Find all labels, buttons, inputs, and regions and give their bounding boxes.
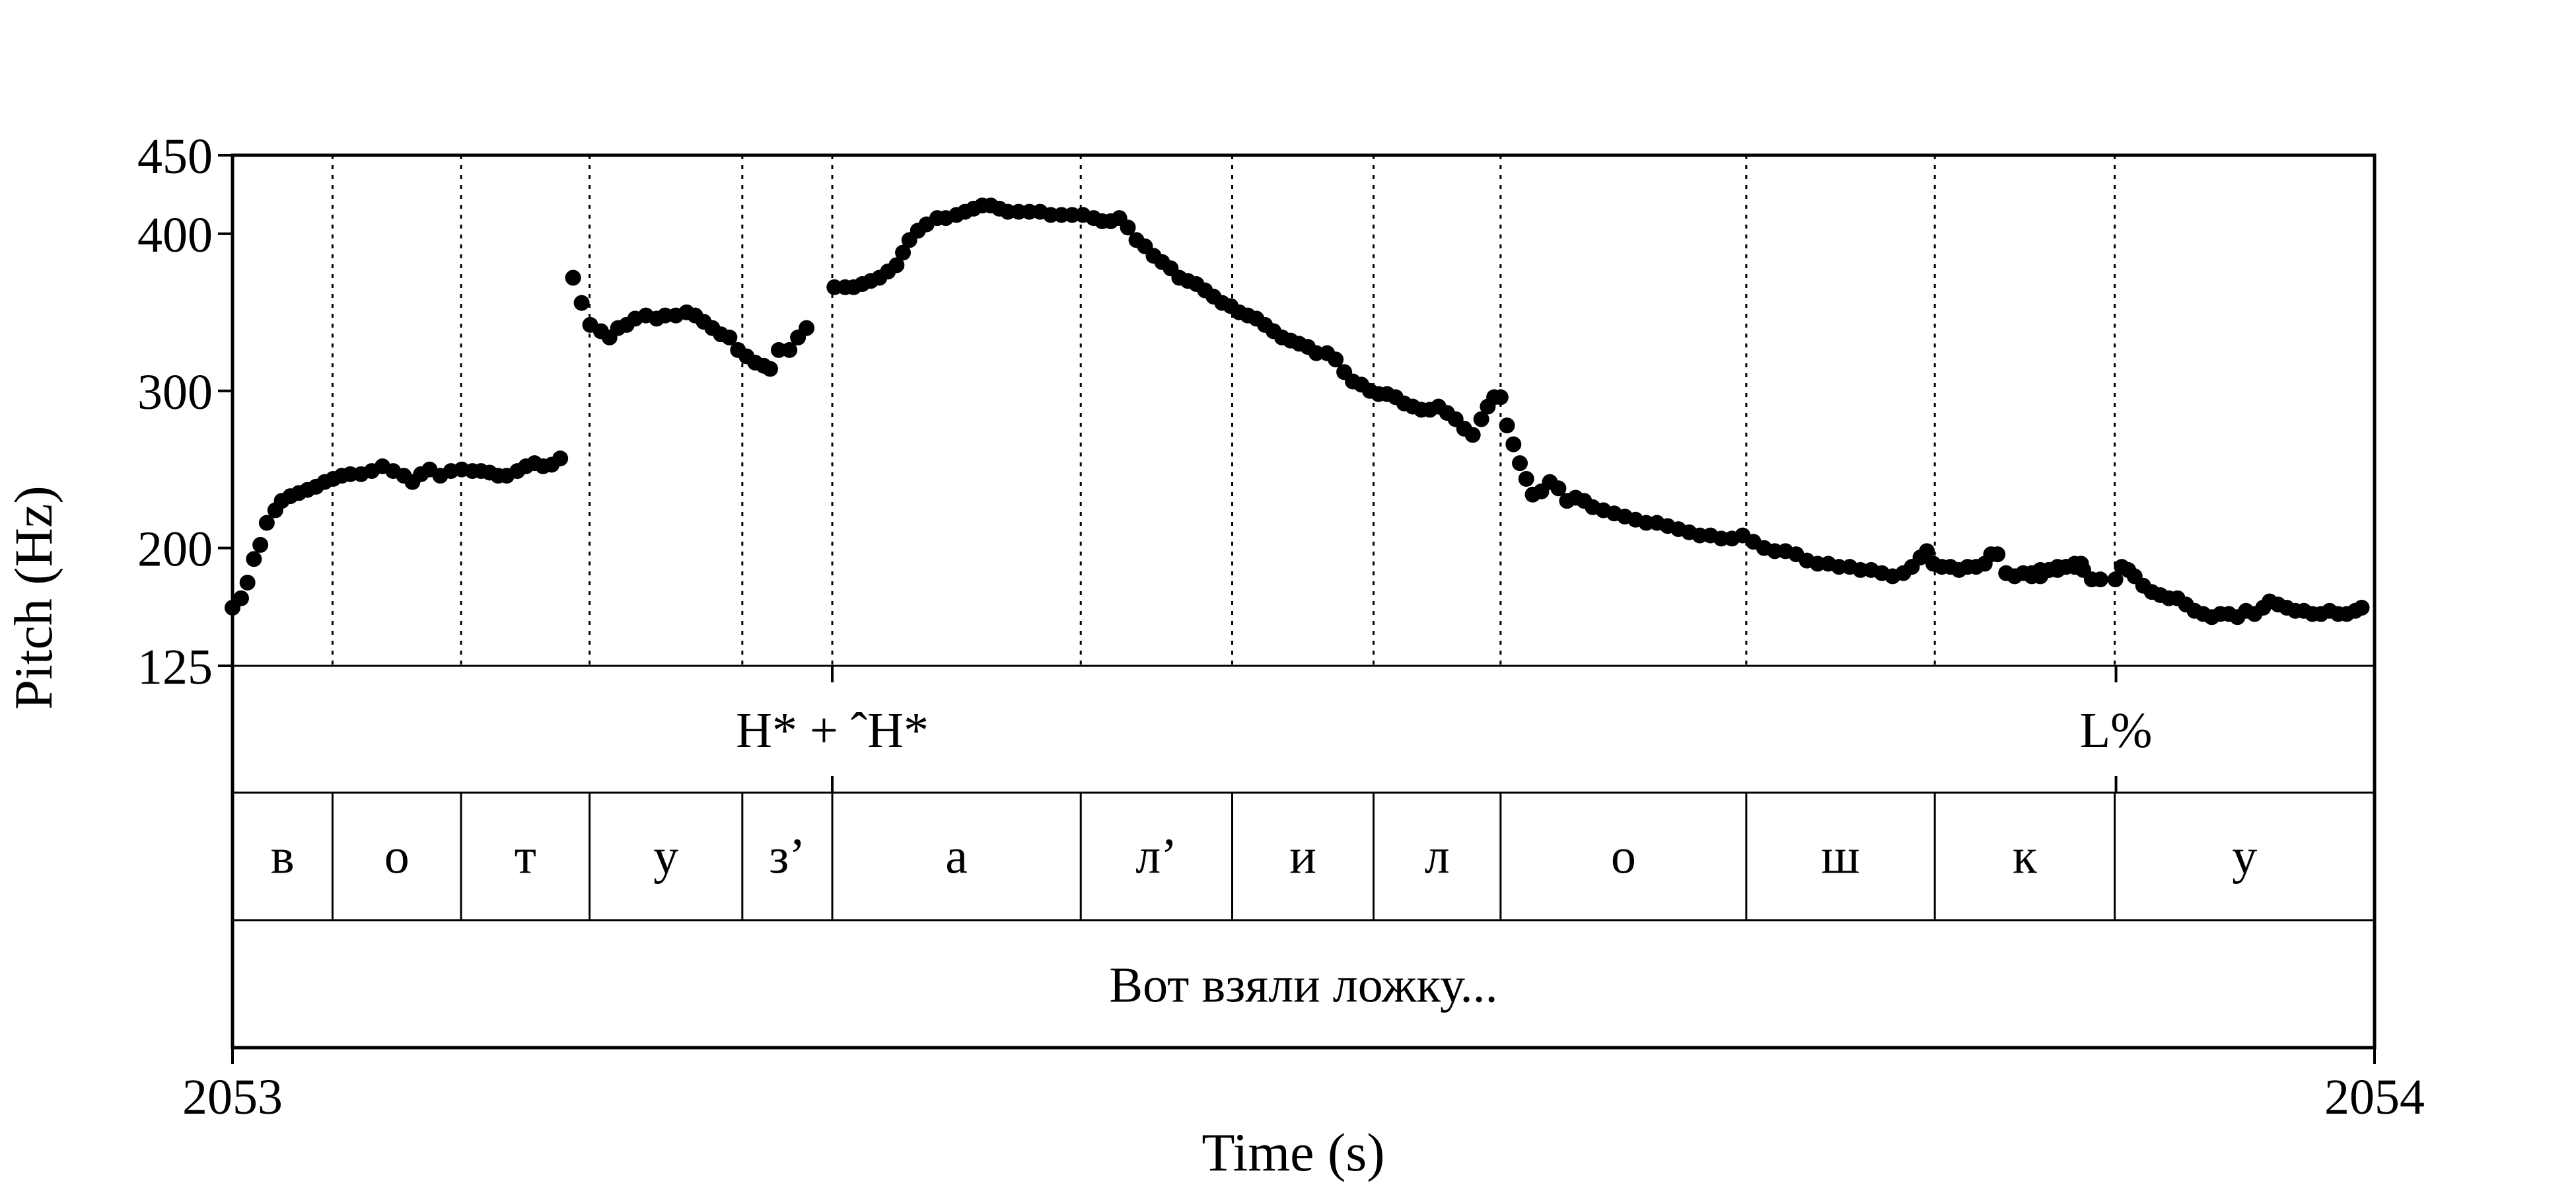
- x-axis-ticks: 2053 2054: [182, 1048, 2425, 1125]
- pitch-point: [1512, 455, 1528, 472]
- pitch-point: [565, 270, 581, 286]
- segment-label: т: [515, 829, 536, 884]
- segment-label: о: [1611, 829, 1636, 884]
- pitch-point: [781, 342, 798, 358]
- pitch-point: [573, 295, 590, 311]
- pitch-point: [233, 590, 249, 606]
- pitch-point: [1328, 351, 1344, 368]
- pitch-point: [1919, 543, 1935, 559]
- segment-label: в: [271, 829, 295, 884]
- pitch-point: [1492, 389, 1509, 406]
- x-tick-label: 2054: [2324, 1069, 2425, 1125]
- x-axis-label: Time (s): [1201, 1122, 1384, 1182]
- plot-frame: [231, 153, 2377, 1050]
- pitch-point: [895, 244, 912, 261]
- y-tick-label: 200: [137, 522, 213, 577]
- segment-label: к: [2013, 829, 2037, 884]
- pitch-point: [1518, 470, 1534, 487]
- pitch-point: [1550, 480, 1567, 497]
- pitch-point: [762, 361, 778, 377]
- pitch-point: [721, 329, 738, 345]
- y-tick-label: 450: [137, 129, 213, 184]
- tone-label: L%: [2080, 703, 2153, 758]
- pitch-point: [2353, 599, 2370, 616]
- pitch-point: [1473, 411, 1489, 427]
- segment-label: а: [945, 829, 968, 884]
- pitch-point: [1989, 546, 2006, 563]
- pitch-point: [258, 515, 275, 531]
- y-axis-label: Pitch (Hz): [3, 486, 63, 709]
- pitch-point: [1499, 417, 1515, 434]
- annotation-tiers: H* + ˆH* L% в о т у з’ а л’ и л о ш к у Вот взяли ложку…: [271, 666, 2257, 1013]
- pitch-point: [552, 450, 569, 467]
- pitch-point: [1464, 427, 1481, 443]
- y-tick-label: 125: [137, 639, 213, 695]
- tone-label: H* + ˆH*: [736, 703, 929, 758]
- pitch-point: [246, 551, 262, 567]
- segment-label: л: [1425, 829, 1450, 884]
- pitch-point: [2092, 571, 2108, 588]
- pitch-point: [1120, 219, 1136, 236]
- x-tick-label: 2053: [182, 1069, 283, 1125]
- y-axis-ticks: 450 400 300 200 125: [137, 129, 233, 695]
- segment-label: и: [1289, 829, 1316, 884]
- segment-label: ш: [1821, 829, 1860, 884]
- pitch-points: [225, 198, 2370, 626]
- y-tick-label: 300: [137, 365, 213, 420]
- plot-border: [231, 153, 2377, 1050]
- phrase-label: Вот взяли ложку...: [1109, 958, 1497, 1013]
- segment-boundary-lines: [331, 155, 2116, 666]
- segment-label: о: [384, 829, 410, 884]
- segment-label: л’: [1135, 829, 1177, 884]
- y-tick-label: 400: [137, 207, 213, 263]
- pitch-point: [2107, 571, 2124, 588]
- segment-label: у: [2232, 829, 2257, 884]
- segment-label: з’: [769, 829, 805, 884]
- pitch-point: [799, 320, 815, 336]
- pitch-point: [888, 257, 905, 273]
- pitch-point: [1505, 436, 1522, 452]
- segment-label: у: [653, 829, 678, 884]
- pitch-point: [252, 536, 269, 553]
- pitch-point: [239, 574, 256, 591]
